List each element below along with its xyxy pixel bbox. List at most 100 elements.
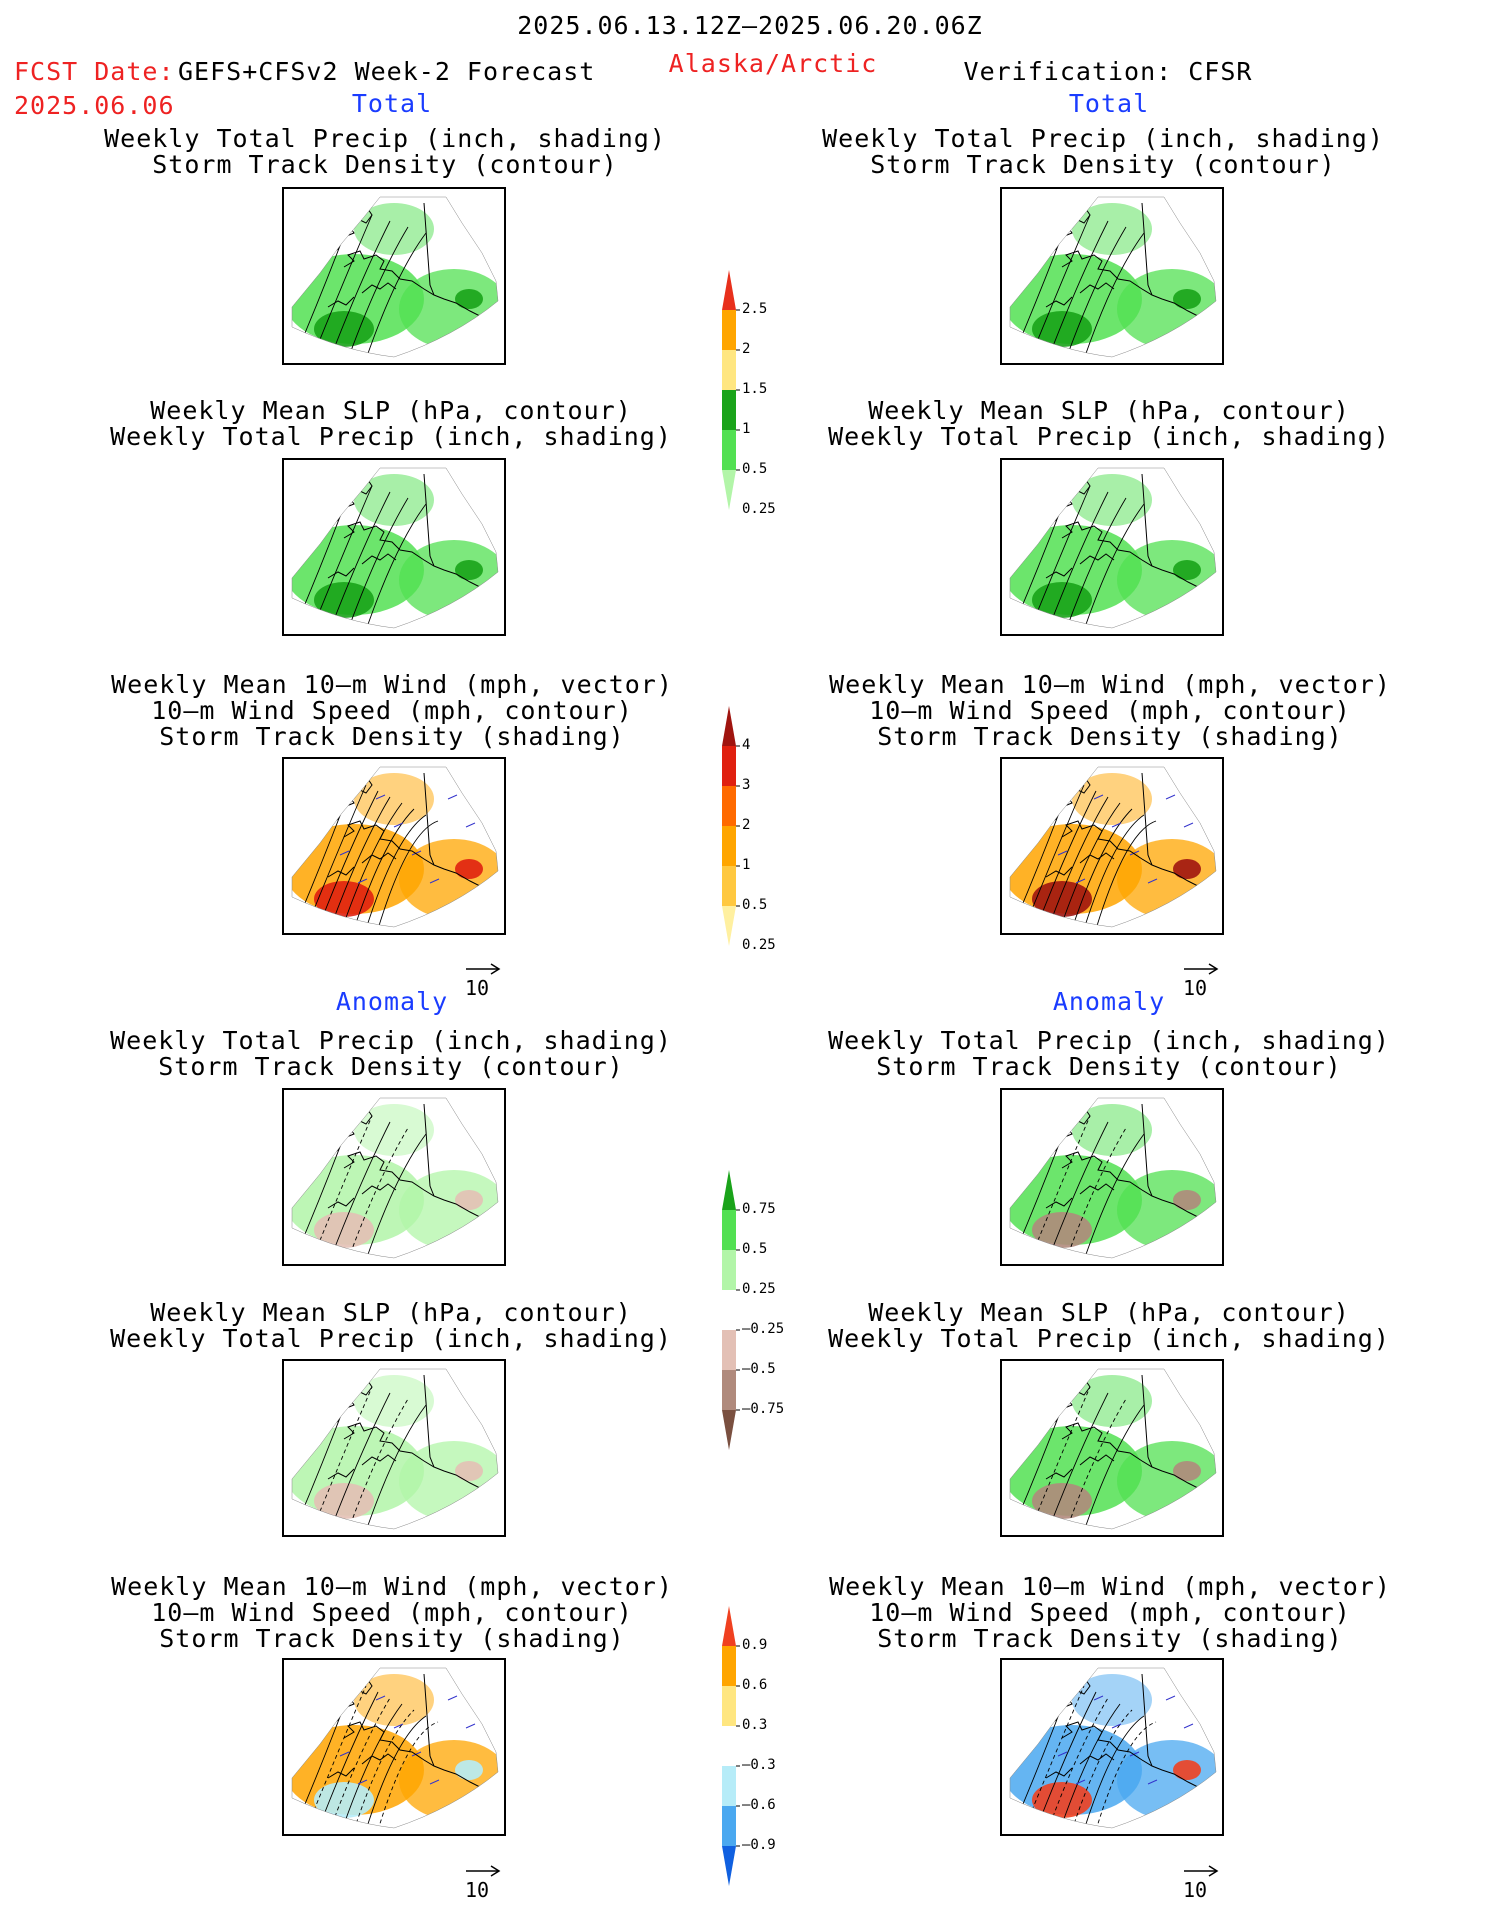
contour-line [1029,1386,1091,1529]
shading-region [1072,773,1152,825]
shading-region [354,773,434,825]
colorbar-segment [722,1210,736,1250]
wind-vector [357,1779,368,1785]
contour-line [1065,226,1127,357]
contour-line [353,808,415,927]
contour-line [1023,1685,1085,1828]
wind-vector [1093,794,1104,800]
map-graphic [1009,766,1217,928]
map-graphic [1009,1368,1217,1530]
contour-line [1065,497,1127,628]
shading-region [399,1441,498,1521]
wind-vector [1039,1723,1050,1729]
shading-accent [1173,1190,1201,1210]
wind-vector [1165,794,1176,800]
colorbar-segment [722,1686,736,1726]
section-anomaly-right: Anomaly [1052,987,1166,1016]
shading-accent [314,881,374,917]
shading-accent [1032,1212,1092,1248]
title-obs-total-precip: Weekly Total Precip (inch, shading) Storm… [822,124,1384,179]
sector-outline [1009,1097,1217,1259]
wind-vector [447,1695,458,1701]
sector-outline [291,766,499,928]
wind-vector [1057,1751,1068,1757]
shading-region [1072,1674,1152,1726]
colorbar-label: –0.75 [742,1401,785,1417]
wind-vector [1147,878,1158,884]
wind-vector [411,1751,422,1757]
wind-vector [465,822,476,828]
wind-vector [321,1723,332,1729]
border-line [423,1374,435,1468]
shading-accent [314,1483,374,1519]
border-line [423,772,435,866]
colorbar-top-triangle [722,706,736,746]
shading-accent [455,1760,483,1780]
contour-line [329,1697,391,1828]
contour-line [365,1715,427,1828]
contour-line [365,232,427,357]
shading-region [399,1740,498,1820]
contour-line [1065,1127,1127,1258]
colorbar-bottom-triangle [722,1410,736,1450]
contour-line [1083,232,1145,357]
vector-reference-fcst-total: 10 [465,958,501,998]
colorbar-graphic [722,270,740,510]
wind-vector [465,1723,476,1729]
shading-region [1072,203,1152,255]
colorbar-label: –0.5 [742,1361,776,1377]
shading-accent [1032,311,1092,347]
wind-vector [1075,1779,1086,1785]
map-graphic [291,467,499,629]
sector-outline [1009,766,1217,928]
contour-line [353,1709,415,1828]
contour-line [365,1133,427,1258]
shading-accent [1032,1782,1092,1818]
wind-vector [1147,1779,1158,1785]
contour-line [1071,1709,1133,1828]
shading-region [354,203,434,255]
colorbar-top-triangle [722,1170,736,1210]
wind-vector [447,794,458,800]
contour-line [1071,808,1133,927]
sector-outline [291,467,499,629]
contour-line [311,1115,373,1258]
colorbar-top-triangle [722,270,736,310]
shading-accent [1032,881,1092,917]
wind-vector [1093,1695,1104,1701]
colorbar-segment [722,826,736,866]
colorbar-segment [722,746,736,786]
sector-outline [291,1667,499,1829]
border-line [1141,202,1153,296]
sector-outline [291,196,499,358]
sector-outline [1009,1368,1217,1530]
border-line [423,202,435,296]
contour-line [1083,1404,1145,1529]
colorbar-graphic [722,706,740,946]
contour-line [1083,1715,1145,1828]
shading-accent [1173,1461,1201,1481]
title-obs-total-slp: Weekly Mean SLP (hPa, contour) Weekly Tot… [828,396,1390,451]
period-title: 2025.06.13.12Z–2025.06.20.06Z [517,11,983,40]
map-graphic [1009,1667,1217,1829]
contour-line [347,1398,409,1529]
contour-line [1065,1398,1127,1529]
contour-line [1029,1115,1091,1258]
sector-outline [291,1097,499,1259]
verification-label: Verification: CFSR [963,57,1253,86]
shading-region [399,1170,498,1250]
map-graphic [291,196,499,358]
wind-vector [429,1779,440,1785]
wind-vector [1183,1723,1194,1729]
wind-vector [1057,850,1068,856]
border-line [423,1103,435,1197]
shading-region [354,1674,434,1726]
shading-accent [314,582,374,618]
colorbar-segment [722,786,736,826]
colorbar-segment [722,1726,736,1766]
fcst-date-value: 2025.06.06 [14,91,175,120]
colorbar-segment [722,310,736,350]
colorbar-label: 0.25 [742,937,776,953]
contour-line [1083,814,1145,927]
forecast-name: GEFS+CFSv2 Week-2 Forecast [178,57,596,86]
